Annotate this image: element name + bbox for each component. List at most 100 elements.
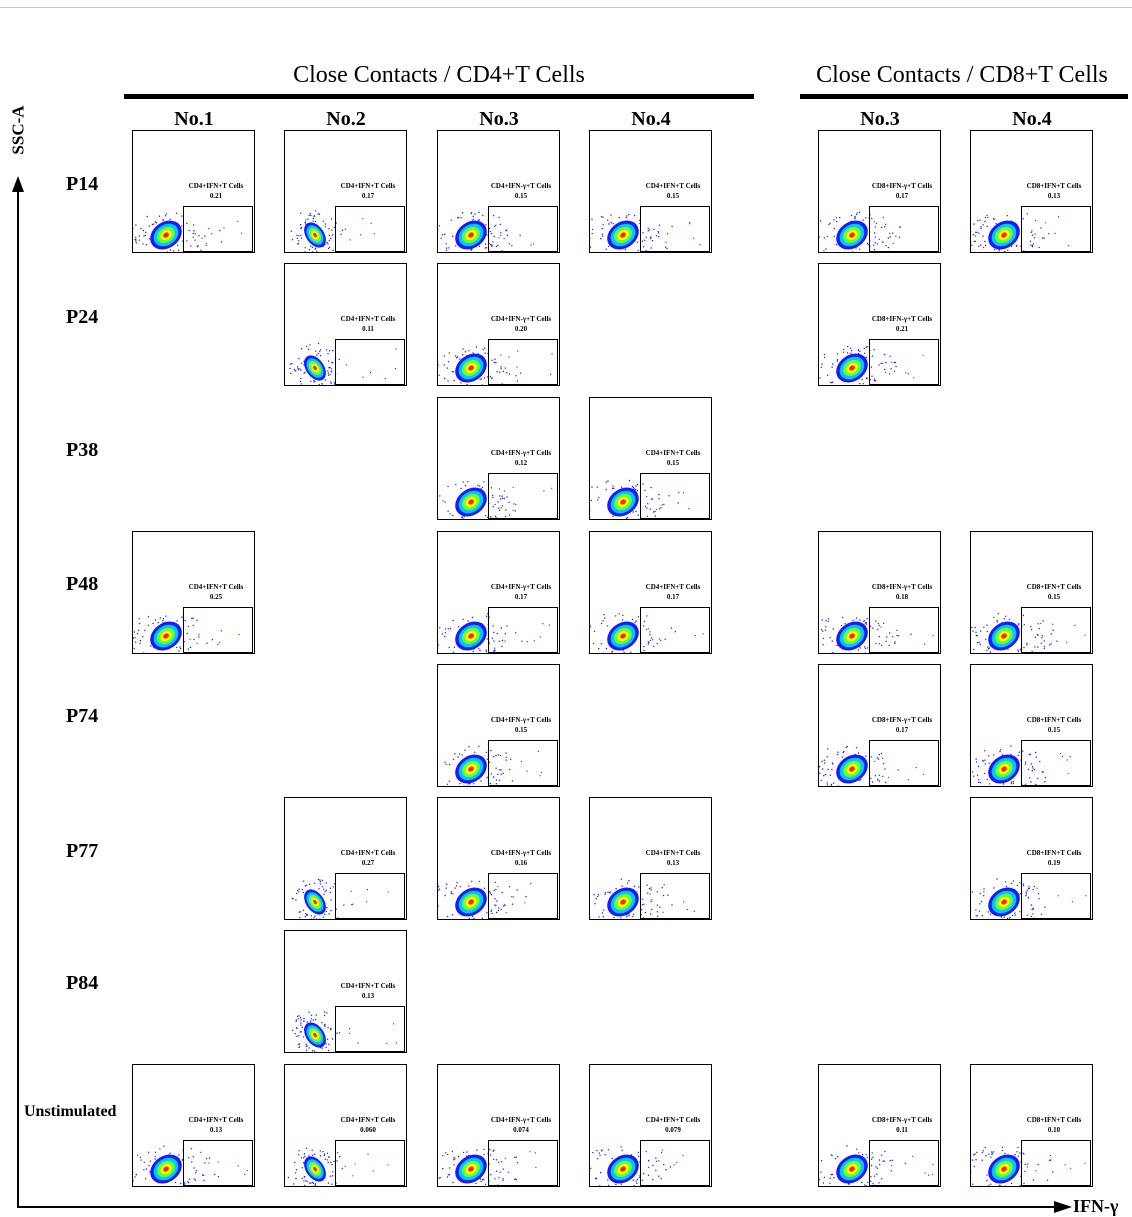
event-dot xyxy=(179,646,181,648)
event-dot xyxy=(922,354,924,356)
event-dot xyxy=(1038,627,1040,630)
event-dot xyxy=(143,1161,145,1163)
gate-population-name: CD4+IFN+T Cells xyxy=(188,1116,244,1124)
column-label-no3-cd8: No.3 xyxy=(860,108,900,130)
event-dot xyxy=(496,900,498,902)
event-dot xyxy=(850,214,853,217)
event-dot xyxy=(190,1148,193,1150)
event-dot xyxy=(387,1164,389,1166)
event-dot xyxy=(317,342,320,345)
event-dot xyxy=(864,652,867,653)
event-dot xyxy=(654,515,657,517)
event-dot xyxy=(174,1181,177,1184)
event-dot xyxy=(333,226,336,229)
event-dot xyxy=(300,369,302,371)
event-dot xyxy=(169,249,172,251)
event-dot xyxy=(671,225,673,228)
event-dot xyxy=(441,633,443,635)
event-dot xyxy=(1001,1146,1004,1148)
density-ring xyxy=(620,232,626,238)
event-dot xyxy=(311,251,314,252)
flow-plot-panel: CD8+IFN+T Cells 0.15 xyxy=(970,531,1093,654)
event-dot xyxy=(898,236,901,238)
event-dot xyxy=(303,1184,306,1186)
gate-label: CD8+IFN+T Cells 0.15 xyxy=(1011,715,1092,735)
event-dot xyxy=(324,913,326,915)
event-dot xyxy=(1014,912,1016,914)
event-dot xyxy=(315,1018,317,1021)
event-dot xyxy=(491,377,493,380)
event-dot xyxy=(646,615,648,617)
event-dot xyxy=(1029,240,1032,242)
event-dot xyxy=(1022,218,1024,220)
event-dot xyxy=(1014,914,1016,916)
event-dot xyxy=(642,519,643,520)
event-dot xyxy=(823,1176,826,1179)
event-dot xyxy=(823,250,825,252)
gate-percentage: 0.17 xyxy=(895,726,909,734)
event-dot xyxy=(1043,640,1045,642)
event-dot xyxy=(298,911,300,913)
event-dot xyxy=(622,614,624,616)
event-dot xyxy=(482,348,484,351)
event-dot xyxy=(447,485,449,488)
event-dot xyxy=(505,759,507,761)
event-dot xyxy=(457,356,459,358)
event-dot xyxy=(486,776,488,779)
event-dot xyxy=(329,366,331,369)
event-dot xyxy=(1016,1151,1018,1153)
event-dot xyxy=(293,1183,295,1185)
event-dot xyxy=(482,214,484,217)
event-dot xyxy=(655,1157,657,1159)
event-dot xyxy=(979,781,982,784)
event-dot xyxy=(1006,215,1009,217)
gate-box xyxy=(1021,873,1091,919)
event-dot xyxy=(304,251,306,252)
event-dot xyxy=(880,626,882,628)
event-dot xyxy=(304,916,306,918)
event-dot xyxy=(825,248,827,250)
event-dot xyxy=(500,234,502,236)
event-dot xyxy=(305,884,308,886)
event-dot xyxy=(525,895,527,898)
event-dot xyxy=(859,248,861,250)
event-dot xyxy=(1030,244,1032,246)
event-dot xyxy=(876,1167,879,1169)
gate-population-name: CD4+IFN+T Cells xyxy=(645,182,701,190)
event-dot xyxy=(498,779,501,781)
event-dot xyxy=(643,903,645,905)
event-dot xyxy=(492,1158,495,1160)
event-dot xyxy=(162,618,165,620)
event-dot xyxy=(590,1167,592,1169)
event-dot xyxy=(323,1153,326,1155)
event-dot xyxy=(198,633,200,635)
event-dot xyxy=(980,226,982,228)
event-dot xyxy=(637,249,639,252)
event-dot xyxy=(613,917,615,919)
event-dot xyxy=(493,640,495,642)
event-dot xyxy=(325,1046,327,1049)
x-axis-line xyxy=(17,1206,1062,1208)
event-dot xyxy=(1032,908,1035,910)
event-dot xyxy=(173,250,175,252)
event-dot xyxy=(979,903,981,905)
event-dot xyxy=(501,505,504,507)
event-dot xyxy=(973,223,975,225)
event-dot xyxy=(652,639,654,641)
event-dot xyxy=(863,352,866,354)
gate-label: CD4+IFN+T Cells 0.21 xyxy=(173,181,254,201)
event-dot xyxy=(889,232,891,234)
event-dot xyxy=(478,485,481,487)
event-dot xyxy=(1030,915,1032,918)
event-dot xyxy=(822,768,824,770)
event-dot xyxy=(321,1047,323,1049)
event-dot xyxy=(867,244,869,246)
event-dot xyxy=(677,502,679,504)
event-dot xyxy=(319,350,321,353)
event-dot xyxy=(609,891,612,893)
event-dot xyxy=(1016,884,1018,887)
event-dot xyxy=(303,1153,306,1155)
event-dot xyxy=(317,878,320,881)
event-dot xyxy=(891,1159,893,1161)
event-dot xyxy=(876,243,878,245)
